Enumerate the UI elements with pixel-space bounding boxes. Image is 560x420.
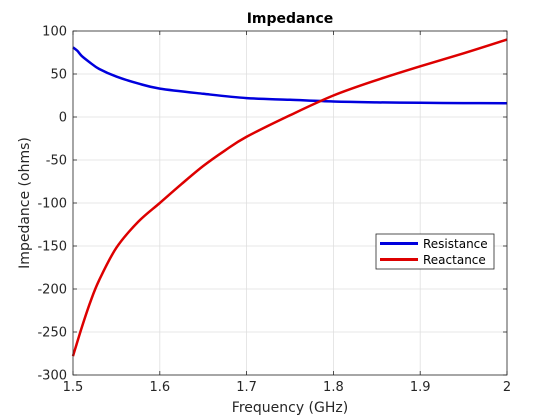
y-axis-label: Impedance (ohms) bbox=[17, 137, 33, 269]
x-tick-label: 2 bbox=[503, 380, 511, 395]
y-tick-label: -250 bbox=[37, 326, 67, 341]
legend: Resistance Reactance bbox=[375, 233, 495, 270]
legend-label-resistance: Resistance bbox=[423, 237, 488, 251]
y-tick-label: 100 bbox=[42, 25, 67, 40]
y-tick-label: -100 bbox=[37, 197, 67, 212]
x-axis-label: Frequency (GHz) bbox=[232, 400, 348, 416]
x-tick-label: 1.7 bbox=[236, 380, 257, 395]
x-tick-labels: 1.5 1.6 1.7 1.8 1.9 2 bbox=[63, 380, 511, 395]
y-tick-label: 0 bbox=[59, 111, 67, 126]
y-tick-label: -50 bbox=[46, 154, 67, 169]
series-layer bbox=[71, 38, 508, 357]
y-tick-labels: 100 50 0 -50 -100 -150 -200 -250 -300 bbox=[37, 25, 67, 384]
series-line-reactance bbox=[71, 38, 508, 357]
x-tick-label: 1.8 bbox=[323, 380, 344, 395]
x-tick-label: 1.9 bbox=[410, 380, 431, 395]
y-tick-label: -150 bbox=[37, 240, 67, 255]
ticks bbox=[72, 30, 508, 376]
chart-title: Impedance bbox=[247, 11, 334, 27]
x-tick-label: 1.6 bbox=[149, 380, 170, 395]
legend-box bbox=[375, 233, 495, 270]
series-line-resistance bbox=[72, 46, 508, 105]
y-tick-label: -200 bbox=[37, 283, 67, 298]
x-tick-label: 1.5 bbox=[63, 380, 84, 395]
y-tick-label: -300 bbox=[37, 369, 67, 384]
y-tick-label: 50 bbox=[50, 68, 67, 83]
legend-label-reactance: Reactance bbox=[423, 253, 486, 267]
